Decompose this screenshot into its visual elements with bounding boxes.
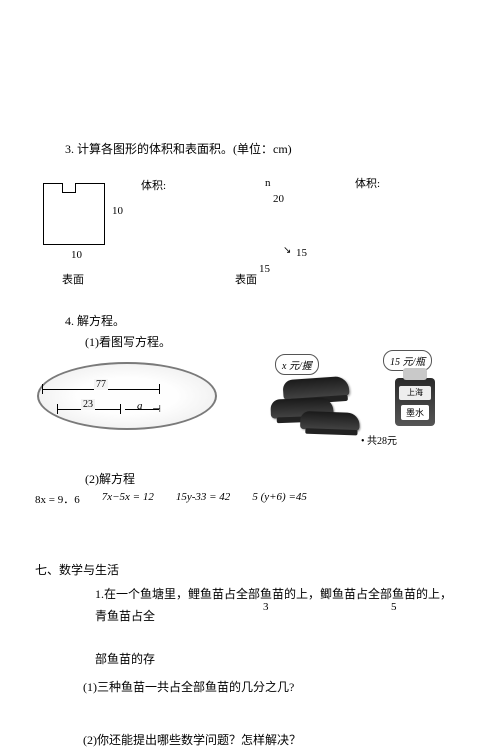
eq-1: 8x = 9．6 [35,491,80,507]
section-7-body: 1.在一个鱼塘里，鲤鱼苗占全部鱼苗的上，鲫鱼苗占全部鱼苗的上，青鱼苗占全 3 5… [95,584,460,752]
total-label: • 共28元 [361,432,397,447]
ruler-77: 77 [42,382,160,396]
fraction-denom-5: 5 [391,598,397,618]
eq-4: 5 (y+6) =45 [252,491,307,507]
surface-label-2: 表面 [235,271,257,287]
cube-side-10-v: 10 [112,205,123,217]
volume-label-1: 体积: [141,177,166,193]
problem-3-figures: 10 10 体积: n 20 体积: ↘ 15 15 表面 表面 [65,175,460,290]
equation-row: 8x = 9．6 7x−5x = 12 15y-33 = 42 5 (y+6) … [35,491,460,507]
section-7-heading: 七、数学与生活 [35,561,460,578]
sec7-line1: 1.在一个鱼塘里，鲤鱼苗占全部鱼苗的上，鲫鱼苗占全部鱼苗的上，青鱼苗占全 3 5 [95,584,460,627]
dim-15-a: 15 [296,247,307,259]
stapler-ink-figure: x 元/握 15 元/瓶 上海 墨水 • 共28元 [265,356,465,446]
a-var: a [137,400,143,412]
sec7-q1: (1)三种鱼苗一共占全部鱼苗的几分之几? [83,677,460,699]
stapler-icon [300,411,360,431]
ink-top-label: 上海 [399,386,431,400]
eq-2: 7x−5x = 12 [102,491,154,507]
n-label: n [265,177,271,189]
ink-label: 墨水 [401,405,429,420]
sec7-q2: (2)你还能提出哪些数学问题？怎样解决？ [83,730,460,752]
ruler-23: 23 [57,402,121,416]
dim-15-b: 15 [259,263,270,275]
problem-4-title: 4. 解方程。 [65,312,460,329]
ellipse-figure: 77 23 a ⊣ [37,362,217,430]
cube-notch [62,183,76,193]
fraction-denom-3: 3 [263,598,269,618]
ruler-23-label: 23 [81,399,95,410]
ink-bottle-icon: 上海 墨水 [395,378,435,426]
a-segment: a ⊣ [125,406,159,414]
cube-side-10-h: 10 [71,249,82,261]
eq-3: 15y-33 = 42 [176,491,230,507]
surface-label-1: 表面 [62,271,84,287]
volume-label-2: 体积: [355,175,380,191]
cube-figure [43,183,105,245]
arrow-icon: ↘ [283,245,291,256]
problem-4-figures: 77 23 a ⊣ x 元/握 15 元/瓶 上海 墨水 • 共28元 [65,356,460,446]
ruler-77-label: 77 [94,379,108,390]
sec7-line2: 部鱼苗的存 [95,649,460,671]
price-bubble-x: x 元/握 [275,354,319,375]
stapler-icon [282,376,349,401]
problem-3-title: 3. 计算各图形的体积和表面积。(单位：cm) [65,140,460,157]
dim-20: 20 [273,193,284,205]
problem-4-sub2: (2)解方程 [85,470,460,487]
problem-4-sub1: (1)看图写方程。 [85,333,460,350]
